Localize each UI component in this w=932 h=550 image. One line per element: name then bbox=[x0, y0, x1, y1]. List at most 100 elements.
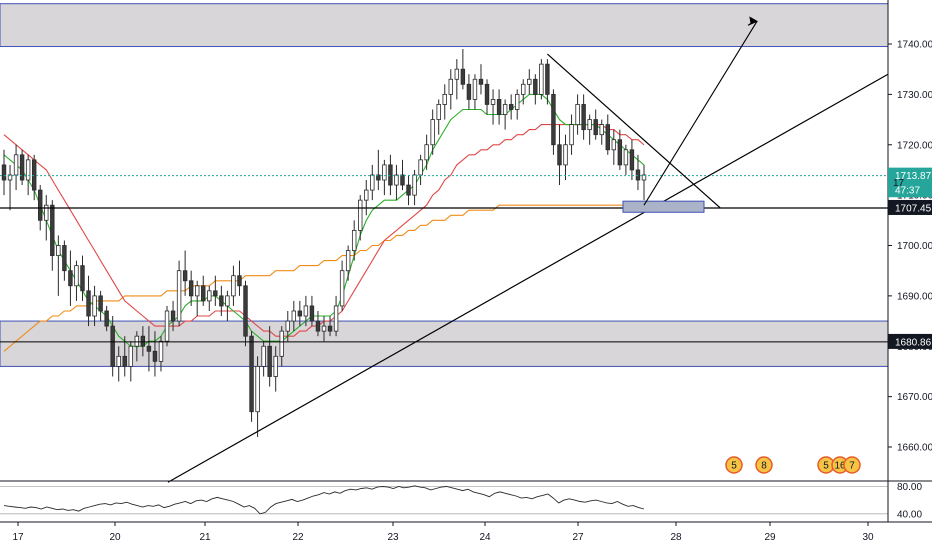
candle bbox=[376, 149, 381, 191]
candle bbox=[194, 280, 200, 317]
flag-icon bbox=[755, 456, 773, 474]
candle-body bbox=[158, 340, 164, 362]
rsi-tick-label: 80.00 bbox=[897, 482, 922, 493]
candle-body bbox=[285, 320, 290, 332]
candle-body bbox=[31, 159, 37, 191]
candle bbox=[388, 154, 393, 196]
candle-body bbox=[539, 63, 544, 95]
candle-body bbox=[267, 345, 272, 377]
candle bbox=[581, 94, 586, 140]
candle-body bbox=[19, 154, 25, 181]
candle-body bbox=[388, 164, 393, 186]
candle-body bbox=[587, 119, 592, 131]
time-tick-label: 21 bbox=[199, 532, 211, 543]
candle bbox=[225, 290, 230, 322]
support-price-label-box bbox=[888, 199, 932, 215]
candle-body bbox=[207, 290, 212, 302]
candle-body bbox=[472, 78, 478, 100]
candle-body bbox=[321, 325, 327, 332]
candle-body bbox=[496, 99, 502, 115]
candle bbox=[273, 346, 278, 392]
candle bbox=[508, 94, 514, 120]
candle bbox=[68, 250, 73, 306]
candle-body bbox=[50, 204, 55, 256]
candle bbox=[484, 79, 490, 115]
candle bbox=[400, 159, 405, 191]
candle bbox=[641, 164, 647, 201]
candle-body bbox=[514, 93, 520, 110]
price-tick-label: 1740.00 bbox=[897, 40, 932, 51]
candle bbox=[345, 245, 351, 281]
candle bbox=[569, 114, 574, 155]
time-tick-label: 23 bbox=[387, 532, 399, 543]
candle-body bbox=[545, 63, 550, 95]
candle-body bbox=[213, 290, 218, 297]
candle-body bbox=[255, 365, 260, 413]
candle bbox=[442, 84, 447, 120]
candle-body bbox=[358, 199, 363, 231]
candle bbox=[617, 129, 623, 170]
candle bbox=[418, 154, 423, 186]
candle bbox=[370, 164, 375, 201]
candle bbox=[98, 290, 103, 322]
candle bbox=[533, 74, 538, 105]
candle-body bbox=[557, 144, 562, 166]
candle bbox=[74, 260, 79, 301]
candle-body bbox=[104, 310, 109, 327]
partial-price-label: 17 bbox=[893, 178, 905, 189]
candle-body bbox=[201, 285, 206, 302]
candle-body bbox=[273, 355, 278, 377]
candle bbox=[557, 124, 562, 186]
candle bbox=[460, 49, 466, 90]
candle-body bbox=[502, 104, 508, 115]
candle bbox=[219, 285, 224, 317]
candle bbox=[25, 154, 31, 196]
candle bbox=[188, 270, 194, 306]
candle bbox=[454, 59, 460, 100]
candle-body bbox=[611, 139, 617, 151]
candle-body bbox=[418, 159, 423, 176]
candle-body bbox=[484, 83, 490, 105]
candle-body bbox=[146, 345, 152, 352]
candle bbox=[134, 331, 140, 362]
event-badge: 7 bbox=[843, 456, 861, 474]
candle bbox=[466, 74, 472, 110]
candle-body bbox=[508, 104, 514, 110]
candle bbox=[430, 109, 435, 155]
candle bbox=[182, 250, 188, 296]
candle-body bbox=[98, 295, 103, 312]
candle-body bbox=[406, 184, 411, 196]
candle bbox=[122, 336, 127, 377]
candle-body bbox=[303, 305, 309, 317]
event-badge: 5 bbox=[725, 456, 743, 474]
candle-body bbox=[74, 265, 79, 287]
candle-body bbox=[605, 124, 610, 151]
candle-body bbox=[412, 174, 417, 196]
candle bbox=[249, 331, 254, 422]
candle-body bbox=[182, 270, 188, 282]
time-tick-label: 20 bbox=[109, 532, 121, 543]
candle-body bbox=[629, 149, 635, 171]
candle bbox=[19, 149, 25, 186]
candle-body bbox=[134, 335, 140, 347]
candle bbox=[521, 79, 526, 105]
time-tick-label: 28 bbox=[670, 532, 682, 543]
zone-mid-price-label: 1680.86 bbox=[895, 337, 932, 348]
candle-body bbox=[164, 310, 170, 342]
countdown-label: 47:37 bbox=[895, 186, 920, 197]
candle bbox=[7, 164, 13, 211]
candle-body bbox=[297, 310, 303, 317]
candle-body bbox=[1, 164, 7, 181]
candle bbox=[382, 159, 387, 196]
price-tick-label: 1690.00 bbox=[897, 291, 932, 302]
candle-body bbox=[617, 139, 623, 166]
candle bbox=[176, 260, 182, 327]
price-tick-label: 1660.00 bbox=[897, 443, 932, 454]
candle bbox=[44, 195, 49, 241]
candle bbox=[80, 255, 85, 301]
candle bbox=[514, 89, 520, 120]
candle-body bbox=[581, 104, 586, 131]
candle-body bbox=[249, 335, 254, 413]
candle bbox=[412, 169, 417, 206]
